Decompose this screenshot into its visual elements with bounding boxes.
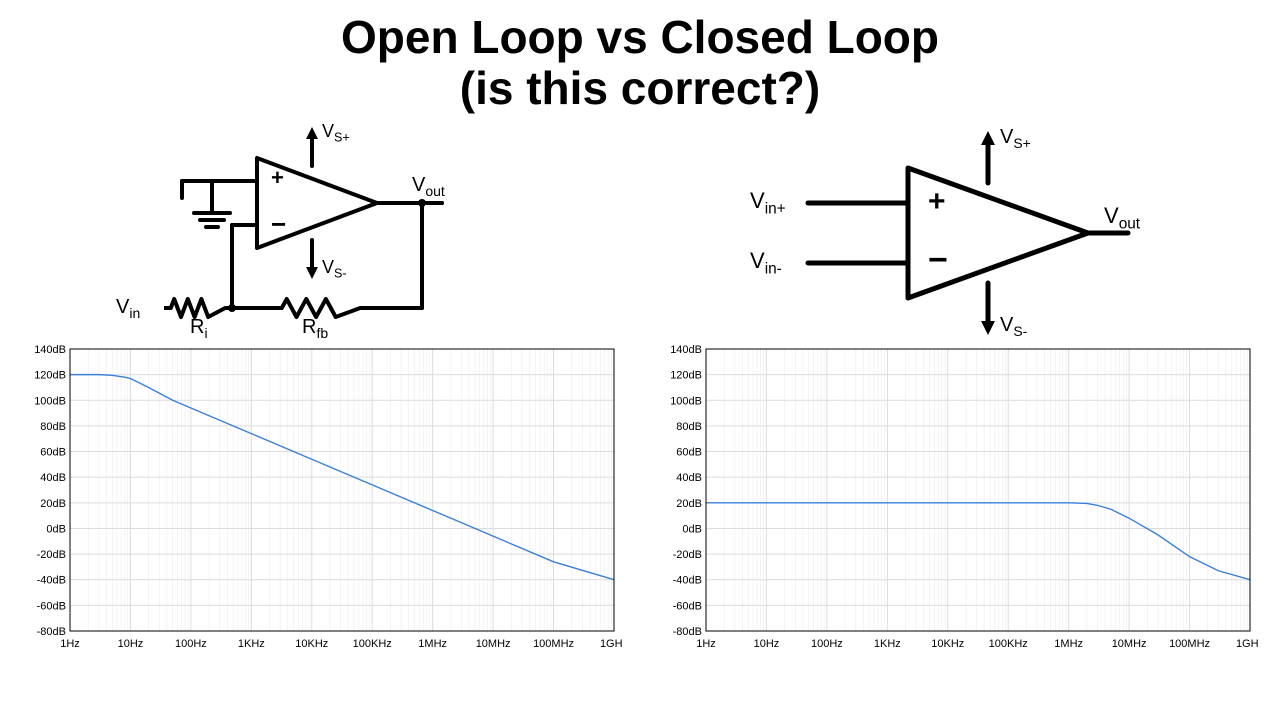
svg-text:0dB: 0dB <box>682 524 702 536</box>
svg-text:+: + <box>271 165 284 190</box>
svg-text:10MHz: 10MHz <box>476 638 511 650</box>
svg-text:-60dB: -60dB <box>673 601 702 613</box>
svg-text:20dB: 20dB <box>676 498 702 510</box>
svg-text:120dB: 120dB <box>34 370 66 382</box>
svg-text:100dB: 100dB <box>670 395 702 407</box>
svg-text:10KHz: 10KHz <box>931 638 964 650</box>
open-loop-bode-chart: 140dB 120dB 100dB 80dB 60dB 40dB 20dB 0dB -20dB -… <box>22 343 622 653</box>
svg-text:100KHz: 100KHz <box>989 638 1028 650</box>
svg-text:1Hz: 1Hz <box>60 638 80 650</box>
svg-text:140dB: 140dB <box>34 344 66 356</box>
content-row: + − Vin Ri Rfb Vout VS+ VS- 140dB 120dB 100dB 80dB… <box>0 113 1280 653</box>
right-column: + − Vin+ Vin- Vout VS+ VS- 140dB 120dB 100dB 80dB… <box>658 113 1258 653</box>
svg-text:-20dB: -20dB <box>37 549 66 561</box>
page-title: Open Loop vs Closed Loop (is this correc… <box>0 0 1280 113</box>
svg-text:100MHz: 100MHz <box>1169 638 1210 650</box>
svg-text:40dB: 40dB <box>676 472 702 484</box>
svg-text:60dB: 60dB <box>40 447 66 459</box>
svg-text:80dB: 80dB <box>676 421 702 433</box>
svg-text:1GHz: 1GHz <box>1236 638 1258 650</box>
svg-text:-20dB: -20dB <box>673 549 702 561</box>
svg-text:100MHz: 100MHz <box>533 638 574 650</box>
svg-text:1Hz: 1Hz <box>696 638 716 650</box>
svg-text:VS-: VS- <box>1000 314 1028 339</box>
svg-text:140dB: 140dB <box>670 344 702 356</box>
svg-text:+: + <box>928 185 946 218</box>
closed-loop-bode-chart: 140dB 120dB 100dB 80dB 60dB 40dB 20dB 0dB -20dB -… <box>658 343 1258 653</box>
svg-text:40dB: 40dB <box>40 472 66 484</box>
svg-text:VS-: VS- <box>322 257 347 281</box>
svg-text:−: − <box>271 209 286 239</box>
svg-text:1GHz: 1GHz <box>600 638 622 650</box>
svg-text:1MHz: 1MHz <box>1054 638 1083 650</box>
svg-text:-80dB: -80dB <box>37 626 66 638</box>
svg-text:−: − <box>928 241 948 279</box>
svg-text:100KHz: 100KHz <box>353 638 392 650</box>
svg-text:Vin+: Vin+ <box>750 188 786 218</box>
title-line-2: (is this correct?) <box>0 63 1280 114</box>
left-column: + − Vin Ri Rfb Vout VS+ VS- 140dB 120dB 100dB 80dB… <box>22 113 622 653</box>
svg-text:10Hz: 10Hz <box>754 638 780 650</box>
svg-text:-40dB: -40dB <box>37 575 66 587</box>
svg-text:10Hz: 10Hz <box>118 638 144 650</box>
svg-text:100dB: 100dB <box>34 395 66 407</box>
svg-text:80dB: 80dB <box>40 421 66 433</box>
svg-text:Ri: Ri <box>190 316 208 341</box>
svg-text:VS+: VS+ <box>1000 126 1031 151</box>
svg-text:Vout: Vout <box>1104 203 1141 233</box>
closed-loop-circuit: + − Vin Ri Rfb Vout VS+ VS- <box>22 113 622 343</box>
svg-text:1KHz: 1KHz <box>874 638 901 650</box>
svg-text:VS+: VS+ <box>322 121 350 145</box>
svg-text:-40dB: -40dB <box>673 575 702 587</box>
svg-text:60dB: 60dB <box>676 447 702 459</box>
svg-text:0dB: 0dB <box>46 524 66 536</box>
svg-text:Vin: Vin <box>116 296 140 321</box>
svg-text:Vin-: Vin- <box>750 248 782 278</box>
svg-text:10MHz: 10MHz <box>1112 638 1147 650</box>
svg-text:120dB: 120dB <box>670 370 702 382</box>
open-loop-circuit: + − Vin+ Vin- Vout VS+ VS- <box>658 113 1258 343</box>
svg-text:100Hz: 100Hz <box>175 638 207 650</box>
svg-text:10KHz: 10KHz <box>295 638 328 650</box>
svg-text:-60dB: -60dB <box>37 601 66 613</box>
svg-text:1KHz: 1KHz <box>238 638 265 650</box>
svg-text:Rfb: Rfb <box>302 316 328 341</box>
title-line-1: Open Loop vs Closed Loop <box>0 12 1280 63</box>
svg-text:20dB: 20dB <box>40 498 66 510</box>
svg-text:-80dB: -80dB <box>673 626 702 638</box>
svg-text:1MHz: 1MHz <box>418 638 447 650</box>
svg-text:100Hz: 100Hz <box>811 638 843 650</box>
svg-text:Vout: Vout <box>412 174 445 199</box>
